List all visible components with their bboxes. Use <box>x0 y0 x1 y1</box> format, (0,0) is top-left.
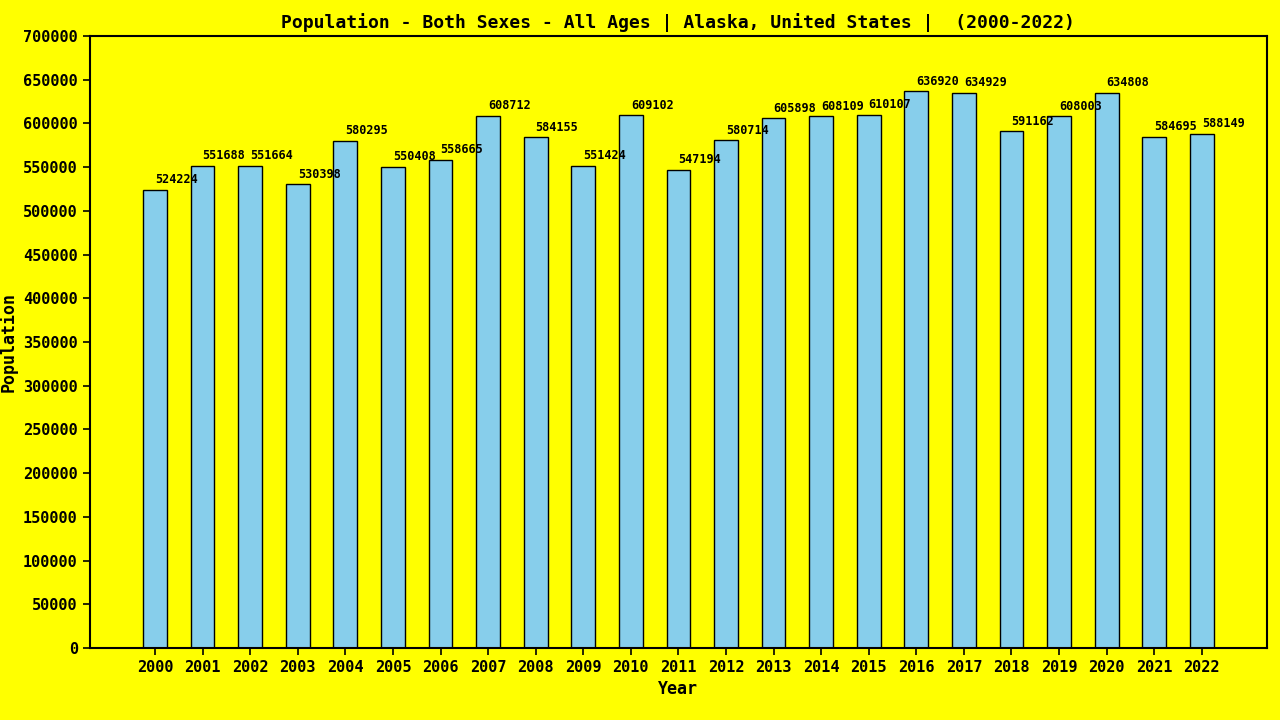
Bar <box>667 170 690 648</box>
Bar <box>476 116 500 648</box>
Text: 550408: 550408 <box>393 150 435 163</box>
Text: 551424: 551424 <box>584 150 626 163</box>
Bar <box>191 166 215 648</box>
Text: 588149: 588149 <box>1202 117 1244 130</box>
Text: 609102: 609102 <box>631 99 673 112</box>
Text: 551688: 551688 <box>202 149 246 162</box>
Text: 610107: 610107 <box>869 98 911 111</box>
Text: 547194: 547194 <box>678 153 721 166</box>
Text: 608712: 608712 <box>488 99 531 112</box>
Bar <box>238 166 262 648</box>
Text: 530398: 530398 <box>298 168 340 181</box>
Bar <box>952 93 975 648</box>
Bar <box>143 189 166 648</box>
Text: 580295: 580295 <box>346 124 388 137</box>
Bar <box>571 166 595 648</box>
Text: 551664: 551664 <box>250 149 293 162</box>
Bar <box>524 138 548 648</box>
Bar <box>1000 131 1023 648</box>
Bar <box>1142 137 1166 648</box>
Bar <box>620 115 643 648</box>
Bar <box>334 140 357 648</box>
Text: 608109: 608109 <box>822 100 864 113</box>
Text: 558665: 558665 <box>440 143 484 156</box>
Text: 636920: 636920 <box>916 75 959 88</box>
Bar <box>905 91 928 648</box>
Bar <box>1190 134 1213 648</box>
Bar <box>856 114 881 648</box>
Text: 608003: 608003 <box>1059 100 1102 113</box>
Title: Population - Both Sexes - All Ages | Alaska, United States |  (2000-2022): Population - Both Sexes - All Ages | Ala… <box>282 13 1075 32</box>
Bar <box>762 118 786 648</box>
Bar <box>381 167 404 648</box>
Bar <box>809 117 833 648</box>
X-axis label: Year: Year <box>658 680 699 698</box>
Text: 634929: 634929 <box>964 76 1006 89</box>
Text: 584695: 584695 <box>1155 120 1197 133</box>
Bar <box>714 140 737 648</box>
Text: 584155: 584155 <box>535 121 579 134</box>
Bar <box>1047 117 1071 648</box>
Text: 591162: 591162 <box>1011 114 1055 127</box>
Text: 580714: 580714 <box>726 124 769 137</box>
Bar <box>1094 93 1119 648</box>
Text: 524224: 524224 <box>155 174 198 186</box>
Bar <box>285 184 310 648</box>
Bar <box>429 160 452 648</box>
Text: 634808: 634808 <box>1107 76 1149 89</box>
Text: 605898: 605898 <box>773 102 817 114</box>
Y-axis label: Population: Population <box>0 292 18 392</box>
